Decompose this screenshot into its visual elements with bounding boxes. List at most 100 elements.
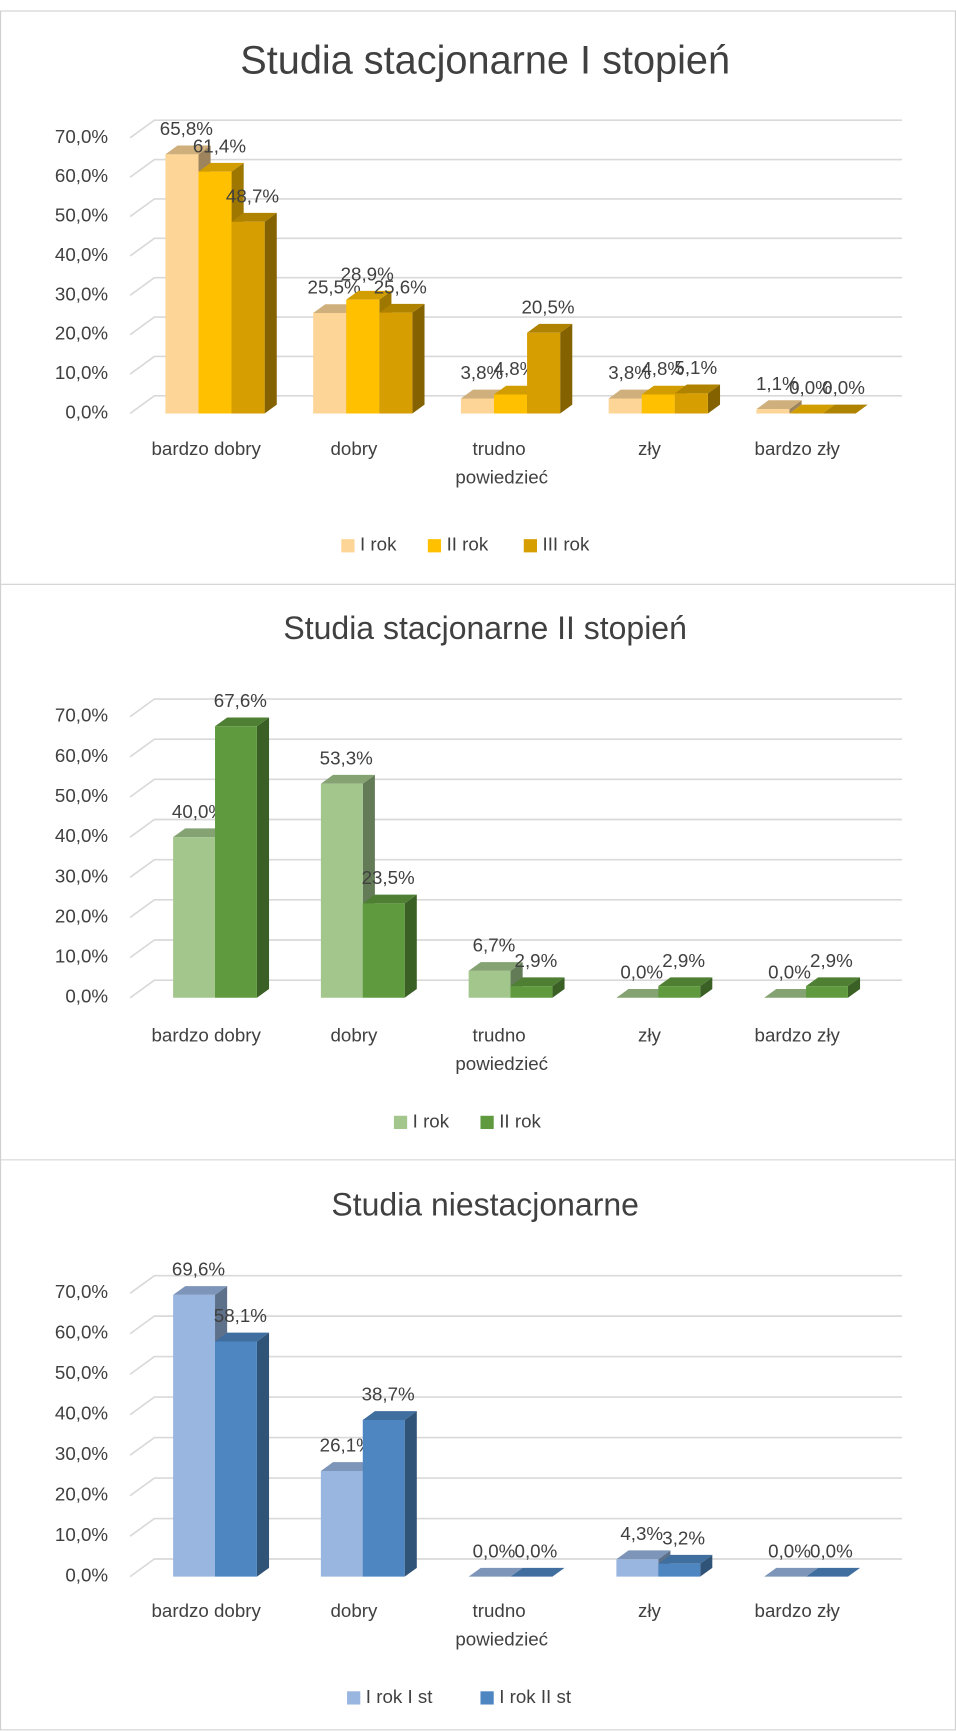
bar-face (173, 1294, 216, 1577)
grid-line (129, 1396, 902, 1416)
y-tick-label: 30,0% (55, 283, 108, 304)
bar-face (527, 323, 573, 333)
y-tick-label: 70,0% (55, 705, 108, 726)
legend-swatch (523, 539, 537, 553)
x-tick-label: bardzo zły (755, 438, 841, 459)
value-label: 26,1% (320, 1435, 373, 1456)
y-tick-label: 30,0% (55, 1443, 108, 1464)
grid-line (129, 237, 902, 257)
bar-face (165, 145, 211, 155)
grid-line (129, 1274, 902, 1294)
value-label: 69,6% (172, 1259, 225, 1280)
x-tick-label: zły (638, 1024, 662, 1045)
bar (215, 1332, 270, 1577)
bar (510, 977, 565, 998)
bar-face (560, 323, 573, 414)
legend-label: I rok II st (499, 1686, 572, 1707)
y-tick-label: 0,0% (65, 1565, 108, 1586)
bar-face (658, 986, 701, 998)
y-tick-label: 0,0% (65, 986, 108, 1007)
bar-face (215, 726, 257, 998)
value-label: 3,2% (662, 1527, 705, 1548)
bar-face (608, 398, 642, 414)
bar-face (362, 894, 417, 904)
bar (822, 404, 868, 414)
y-tick-label: 30,0% (55, 865, 108, 886)
value-label: 40,0% (172, 801, 225, 822)
legend-swatch (341, 539, 355, 553)
bar-face (215, 1332, 270, 1342)
bar-face (165, 154, 199, 414)
legend-swatch (347, 1691, 361, 1705)
bar-face (320, 1470, 363, 1577)
legend-swatch (393, 1115, 408, 1130)
value-label: 2,9% (515, 950, 558, 971)
legend-label: II rok (499, 1110, 541, 1131)
x-tick-label: zły (638, 438, 662, 459)
bar-face (362, 1411, 417, 1420)
bar-face (173, 837, 216, 998)
value-label: 0,0% (515, 1540, 558, 1561)
bar (527, 323, 573, 414)
grid-line (129, 198, 902, 218)
grid-line (129, 939, 902, 959)
value-label: 0,0% (789, 377, 832, 398)
bar-face (313, 313, 347, 414)
bar-face (658, 1563, 701, 1577)
bar (362, 894, 417, 998)
value-label: 0,0% (473, 1540, 516, 1561)
bar-face (198, 162, 244, 172)
value-label: 5,1% (674, 357, 717, 378)
grid-line (129, 979, 902, 999)
x-tick-label: trudno powiedzieć (455, 1024, 548, 1074)
chart-title: Studia niestacjonarne (331, 1187, 638, 1223)
x-tick-label: trudno powiedzieć (455, 1600, 548, 1650)
value-label: 58,1% (214, 1305, 267, 1326)
x-tick-label: bardzo zły (755, 1600, 841, 1621)
bar-face (789, 404, 835, 414)
bar (616, 988, 671, 998)
bar (362, 1411, 417, 1577)
bar-face (510, 1567, 565, 1577)
bar-face (215, 717, 270, 727)
y-tick-label: 50,0% (55, 785, 108, 806)
legend-label: I rok I st (366, 1686, 433, 1707)
value-label: 4,8% (641, 358, 684, 379)
legend-label: III rok (543, 534, 590, 555)
value-label: 61,4% (193, 135, 246, 156)
grid-line (129, 316, 902, 336)
value-label: 0,0% (810, 1540, 853, 1561)
value-label: 0,0% (768, 962, 811, 983)
bar (658, 977, 713, 998)
bar-face (806, 1567, 861, 1577)
y-tick-label: 40,0% (55, 244, 108, 265)
grid-line (129, 778, 902, 798)
legend-label: II rok (447, 534, 489, 555)
grid-line (129, 738, 902, 758)
bar-face (264, 212, 277, 414)
bar-face (822, 404, 868, 414)
bar-face (527, 332, 561, 414)
bar-face (173, 1286, 228, 1295)
chart-title: Studia stacjonarne I stopień (240, 38, 730, 82)
bar (756, 400, 802, 414)
y-tick-label: 20,0% (55, 323, 108, 344)
legend-label: I rok (360, 534, 397, 555)
bar-face (658, 977, 713, 987)
bar-face (256, 1332, 270, 1577)
bar-face (468, 970, 511, 998)
x-tick-label: zły (638, 1600, 662, 1621)
bar-face (674, 384, 721, 394)
bar (674, 384, 721, 414)
bar-face (616, 988, 671, 998)
bar-face (346, 299, 380, 414)
value-label: 6,7% (473, 935, 516, 956)
value-label: 48,7% (226, 185, 279, 206)
bar-face (198, 171, 232, 414)
bar-face (806, 986, 848, 998)
bar-face (362, 903, 405, 998)
value-label: 3,8% (461, 362, 504, 383)
x-tick-label: bardzo dobry (152, 1600, 262, 1621)
bar-face (756, 409, 790, 414)
grid-line (129, 1477, 902, 1497)
